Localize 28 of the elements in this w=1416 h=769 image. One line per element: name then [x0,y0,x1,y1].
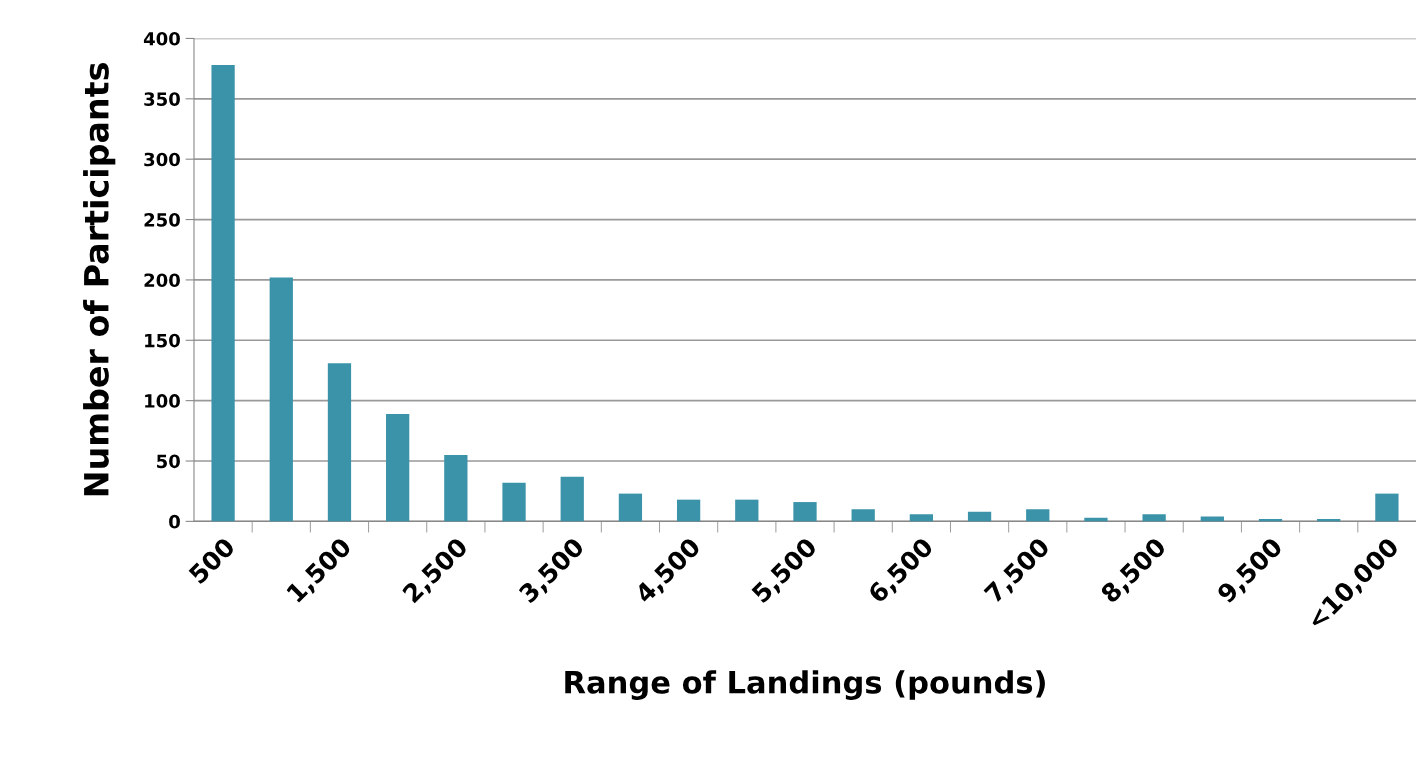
y-tick-label: 350 [144,92,180,106]
x-axis-title: Range of Landings (pounds) [565,670,1045,700]
bar [967,511,992,522]
bar [851,509,875,522]
bar [735,499,759,522]
bar [1142,514,1166,522]
y-tick-label: 200 [144,273,180,288]
bar [444,454,468,522]
bar [676,499,701,522]
bar [793,502,817,522]
y-tick-label: 300 [144,152,180,167]
bar [386,413,410,522]
y-tick-label: 50 [157,454,180,469]
bar [269,277,293,522]
bar [560,476,584,522]
bar [327,363,352,522]
y-tick-label: 0 [169,514,180,529]
y-tick-label: 250 [144,213,180,227]
bar [618,493,643,522]
y-tick-label: 400 [143,31,180,46]
bar [211,65,235,522]
y-tick-label: 100 [145,394,180,408]
bar [1026,509,1050,522]
y-tick-label: 150 [145,333,180,348]
bar [909,514,934,522]
bar [1375,493,1399,522]
y-axis-title: Number of Participants [83,63,116,496]
bar [502,482,526,522]
